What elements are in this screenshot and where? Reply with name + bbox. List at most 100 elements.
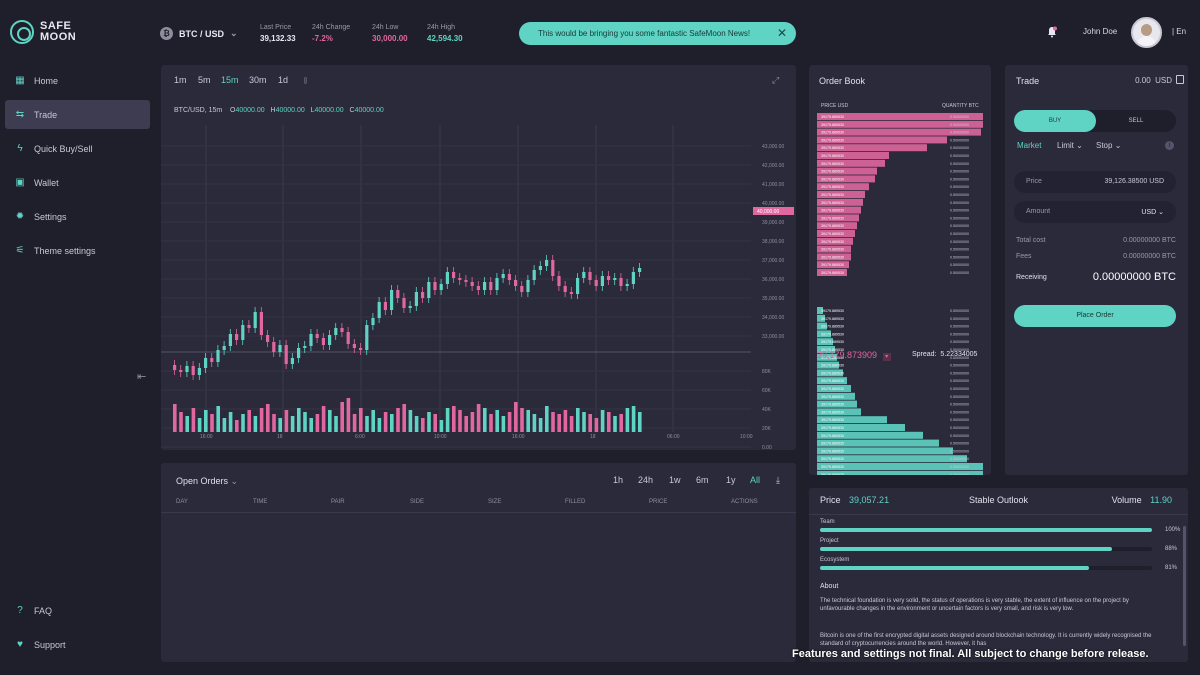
candle-body: [638, 268, 642, 272]
column-header[interactable]: SIDE: [410, 499, 425, 505]
bid-quantity: 0.50000000: [950, 309, 969, 313]
volume-bar: [582, 412, 586, 432]
sidebar-item-theme-settings[interactable]: ⚟ Theme settings: [5, 236, 150, 265]
order-type-limit[interactable]: Limit ⌄: [1057, 141, 1083, 150]
outlook-price: Price 39,057.21: [820, 495, 889, 505]
timeframe-5m[interactable]: 5m: [198, 75, 211, 85]
column-header[interactable]: ACTIONS: [731, 499, 758, 505]
price-chart[interactable]: 43,000.00 42,000.00 41,000.00 40,000.00 39,0…: [161, 120, 796, 450]
collapse-sidebar-icon[interactable]: ⇤: [137, 371, 147, 383]
bid-price: 39179.889530: [821, 309, 844, 313]
bid-quantity: 0.50000000: [950, 449, 969, 453]
column-header[interactable]: PRICE: [649, 499, 668, 505]
volume-bar: [290, 416, 295, 432]
copy-icon[interactable]: [1176, 75, 1184, 84]
news-banner[interactable]: This would be bringing you some fantasti…: [519, 22, 796, 45]
bell-icon[interactable]: [1046, 26, 1058, 38]
order-book-quantity-header: QUANTITY BTC: [942, 103, 979, 109]
fullscreen-icon[interactable]: ⤢: [772, 75, 780, 85]
candle-body: [303, 346, 307, 348]
volume-bar: [551, 412, 555, 432]
stat-24h-change: 24h Change -7.2%: [312, 24, 350, 43]
range-all[interactable]: All: [750, 475, 761, 485]
order-book-depth[interactable]: 39179.889530 0.50000000 39179.889530 0.5000…: [809, 65, 991, 475]
pair-selector[interactable]: ₿ BTC / USD ⌄: [160, 27, 238, 40]
amount-field[interactable]: Amount USD ⌄: [1014, 201, 1176, 223]
bid-rows: 39179.889530 0.50000000 39179.889530 0.5000…: [817, 307, 983, 475]
candle-body: [445, 272, 449, 284]
ask-price: 39179.889530: [821, 138, 844, 142]
order-type-market[interactable]: Market: [1017, 141, 1042, 150]
amount-unit-dropdown[interactable]: USD ⌄: [1141, 209, 1164, 216]
user-name[interactable]: John Doe: [1083, 27, 1118, 36]
volume-bar: [476, 404, 481, 432]
candle-body: [576, 278, 580, 294]
ask-quantity: 0.50000000: [950, 170, 969, 174]
language-selector[interactable]: | En: [1172, 27, 1187, 36]
buy-tab[interactable]: BUY: [1014, 110, 1096, 132]
column-header[interactable]: PAIR: [331, 499, 345, 505]
ask-price: 39179.889530: [821, 263, 844, 267]
open-orders-dropdown[interactable]: Open Orders ⌄: [176, 476, 238, 487]
bid-quantity: 0.50000000: [950, 457, 969, 461]
range-1w[interactable]: 1w: [669, 475, 681, 485]
time-tick-label: 10:00: [434, 434, 447, 440]
column-header[interactable]: TIME: [253, 499, 268, 505]
price-tick-label: 43,000.00: [762, 144, 784, 150]
sidebar-item-settings[interactable]: ✹ Settings: [5, 202, 150, 231]
sell-tab[interactable]: SELL: [1128, 118, 1144, 124]
bid-price: 39179.889530: [821, 371, 844, 375]
range-6m[interactable]: 6m: [696, 475, 709, 485]
sidebar-item-quick-buy-sell[interactable]: ϟ Quick Buy/Sell: [5, 134, 150, 163]
mid-price-value: 39,179.873909: [817, 350, 878, 360]
swap-icon: ⇆: [15, 108, 25, 120]
range-24h[interactable]: 24h: [638, 475, 654, 485]
avatar[interactable]: [1131, 17, 1162, 48]
timeframe-15m[interactable]: 15m: [221, 75, 239, 85]
range-1h[interactable]: 1h: [613, 475, 624, 485]
timeframe-30m[interactable]: 30m: [249, 75, 267, 85]
timeframe-1d[interactable]: 1d: [278, 75, 289, 85]
bid-depth-bar: [817, 463, 983, 470]
bid-price: 39179.889530: [821, 387, 844, 391]
timeframe-1m[interactable]: 1m: [174, 75, 187, 85]
bid-depth-bar: [817, 322, 827, 330]
place-order-button[interactable]: Place Order: [1014, 305, 1176, 327]
bid-quantity: 0.50000000: [950, 465, 969, 469]
candle-body: [588, 272, 592, 280]
sidebar-item-faq[interactable]: ? FAQ: [5, 596, 150, 625]
candle-body: [266, 335, 270, 342]
score-label-ecosystem: Ecosystem: [820, 557, 850, 563]
sidebar-item-home[interactable]: ▦ Home: [5, 66, 150, 95]
sidebar-item-wallet[interactable]: ▣ Wallet: [5, 168, 150, 197]
sidebar-item-trade[interactable]: ⇆ Trade: [5, 100, 150, 129]
candlestick-type-icon[interactable]: ⫾: [304, 75, 307, 85]
candle-body: [514, 280, 518, 286]
volume-bar: [619, 414, 623, 432]
range-1y[interactable]: 1y: [726, 475, 736, 485]
close-icon[interactable]: ✕: [776, 26, 787, 40]
ask-price: 39179.889530: [821, 255, 844, 259]
candle-body: [241, 325, 245, 340]
chevron-down-icon: ⌄: [230, 28, 238, 38]
stat-label: Last Price: [260, 24, 292, 31]
ask-price: 39179.889530: [821, 185, 844, 189]
outlook-scrollbar[interactable]: [1183, 526, 1186, 646]
price-field[interactable]: Price 39,126.38500 USD: [1014, 171, 1176, 193]
divider: [809, 514, 1188, 515]
info-icon[interactable]: i: [1165, 141, 1174, 150]
open-orders-panel: Open Orders ⌄ 1h 24h 1w 6m 1y All ⤓ DAY …: [161, 463, 796, 662]
order-type-stop[interactable]: Stop ⌄: [1096, 141, 1122, 150]
ask-price: 39179.889530: [821, 154, 844, 158]
column-header[interactable]: SIZE: [488, 499, 502, 505]
column-header[interactable]: FILLED: [565, 499, 586, 505]
column-header[interactable]: DAY: [176, 499, 188, 505]
volume-bar: [569, 416, 574, 432]
safemoon-logo[interactable]: SAFE MOON: [10, 20, 76, 44]
sidebar-item-support[interactable]: ♥ Support: [5, 630, 150, 659]
download-icon[interactable]: ⤓: [776, 475, 780, 485]
order-book-price-header: PRICE USD: [821, 103, 849, 109]
ask-quantity: 0.50000000: [950, 255, 969, 259]
stat-last-price: Last Price 39,132.33: [260, 24, 296, 43]
candle-body: [328, 335, 332, 345]
